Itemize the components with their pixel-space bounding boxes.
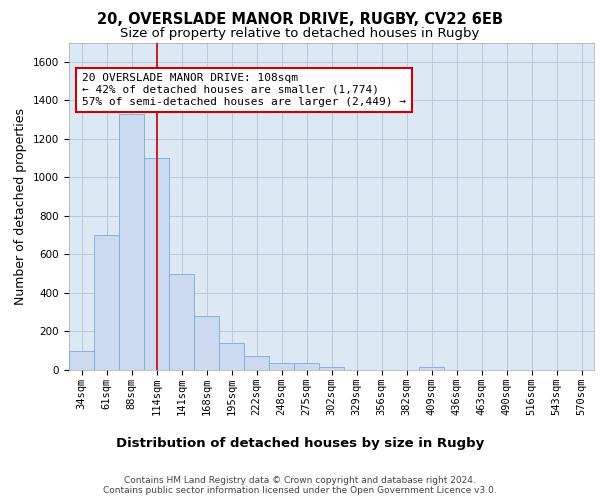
Bar xyxy=(244,356,269,370)
Bar xyxy=(419,367,444,370)
Bar xyxy=(294,364,319,370)
Bar xyxy=(94,235,119,370)
Bar xyxy=(269,364,294,370)
Bar xyxy=(319,367,344,370)
Text: 20 OVERSLADE MANOR DRIVE: 108sqm
← 42% of detached houses are smaller (1,774)
57: 20 OVERSLADE MANOR DRIVE: 108sqm ← 42% o… xyxy=(82,74,406,106)
Y-axis label: Number of detached properties: Number of detached properties xyxy=(14,108,28,304)
Bar xyxy=(119,114,144,370)
Bar xyxy=(194,316,219,370)
Bar xyxy=(144,158,169,370)
Text: Contains HM Land Registry data © Crown copyright and database right 2024.
Contai: Contains HM Land Registry data © Crown c… xyxy=(103,476,497,495)
Bar xyxy=(219,343,244,370)
Text: Size of property relative to detached houses in Rugby: Size of property relative to detached ho… xyxy=(121,28,479,40)
Bar xyxy=(69,350,94,370)
Bar xyxy=(169,274,194,370)
Text: Distribution of detached houses by size in Rugby: Distribution of detached houses by size … xyxy=(116,438,484,450)
Text: 20, OVERSLADE MANOR DRIVE, RUGBY, CV22 6EB: 20, OVERSLADE MANOR DRIVE, RUGBY, CV22 6… xyxy=(97,12,503,28)
